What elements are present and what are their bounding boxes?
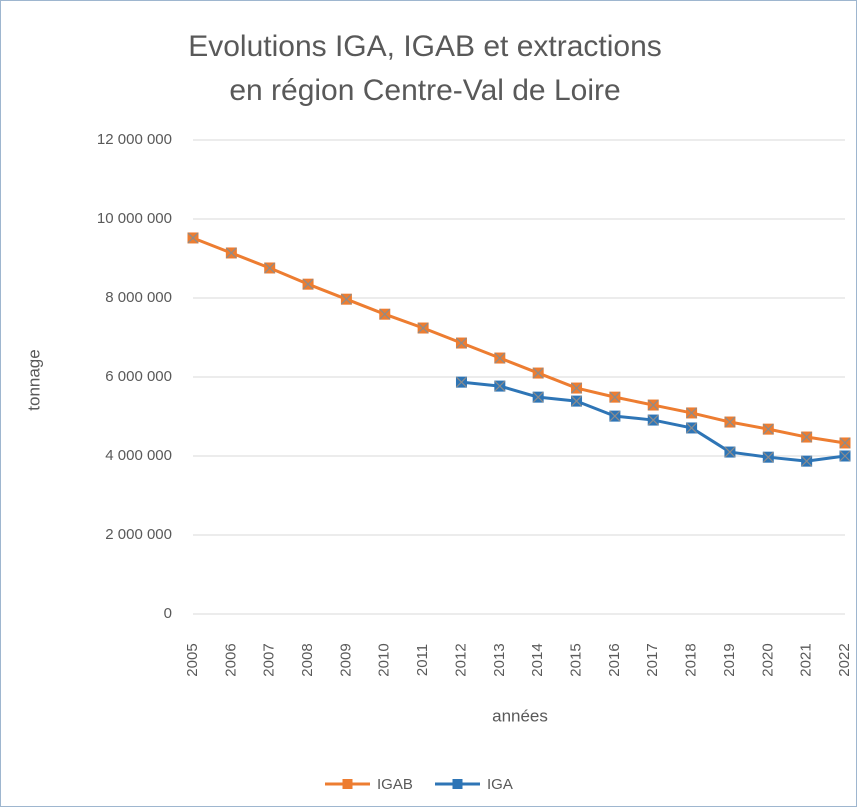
marker-cross	[571, 382, 582, 394]
x-tick-label: 2006	[222, 643, 239, 676]
marker-cross	[647, 414, 659, 426]
marker-cross	[762, 423, 774, 435]
chart-title: Evolutions IGA, IGAB et extractions	[188, 30, 662, 63]
marker-cross	[762, 451, 774, 463]
x-tick-label: 2010	[376, 643, 393, 676]
marker-cross	[340, 293, 352, 305]
y-tick-label: 8 000 000	[105, 289, 172, 306]
marker-cross	[302, 278, 314, 290]
marker-cross	[532, 391, 544, 403]
x-tick-label: 2005	[184, 643, 201, 676]
marker-cross	[571, 395, 582, 407]
legend-marker	[342, 779, 353, 789]
marker-cross	[686, 422, 698, 434]
y-axis-title: tonnage	[24, 349, 43, 410]
y-tick-label: 10 000 000	[97, 210, 172, 227]
x-tick-label: 2008	[299, 643, 316, 676]
x-tick-label: 2009	[337, 643, 354, 676]
x-tick-label: 2014	[529, 643, 546, 676]
legend-marker	[452, 779, 463, 789]
marker-cross	[609, 391, 621, 403]
marker-cross	[686, 407, 698, 419]
marker-cross	[456, 337, 467, 349]
marker-cross	[456, 376, 467, 388]
marker-cross	[264, 262, 276, 274]
series-line	[192, 236, 846, 445]
legend-label: IGA	[487, 776, 513, 793]
x-tick-label: 2021	[798, 643, 815, 676]
marker-cross	[379, 308, 391, 320]
x-tick-label: 2017	[644, 643, 661, 676]
chart-title: en région Centre-Val de Loire	[229, 74, 620, 107]
y-tick-label: 6 000 000	[105, 368, 172, 385]
marker-cross	[724, 446, 736, 458]
marker-cross	[647, 399, 659, 411]
x-tick-label: 2019	[721, 643, 738, 676]
marker-cross	[494, 380, 506, 392]
x-tick-label: 2020	[759, 643, 776, 676]
x-axis-title: années	[492, 706, 548, 725]
y-tick-label: 0	[164, 605, 172, 622]
x-tick-label: 2018	[683, 643, 700, 676]
x-tick-label: 2013	[491, 643, 508, 676]
y-tick-label: 12 000 000	[97, 131, 172, 148]
x-tick-label: 2022	[836, 643, 853, 676]
marker-cross	[839, 450, 851, 462]
marker-cross	[801, 455, 813, 467]
marker-cross	[609, 410, 621, 422]
y-tick-label: 4 000 000	[105, 447, 172, 464]
x-tick-label: 2016	[606, 643, 623, 676]
x-tick-label: 2012	[452, 643, 469, 676]
x-tick-label: 2015	[567, 643, 584, 676]
legend-label: IGAB	[377, 776, 413, 793]
marker-cross	[801, 431, 813, 443]
marker-cross	[724, 416, 736, 428]
y-tick-label: 2 000 000	[105, 526, 172, 543]
marker-cross	[187, 232, 199, 244]
marker-cross	[532, 367, 544, 379]
marker-cross	[494, 352, 506, 364]
x-tick-label: 2011	[414, 644, 431, 676]
x-tick-label: 2007	[261, 643, 278, 676]
marker-cross	[839, 437, 851, 449]
marker-cross	[417, 322, 429, 334]
marker-cross	[225, 247, 237, 259]
